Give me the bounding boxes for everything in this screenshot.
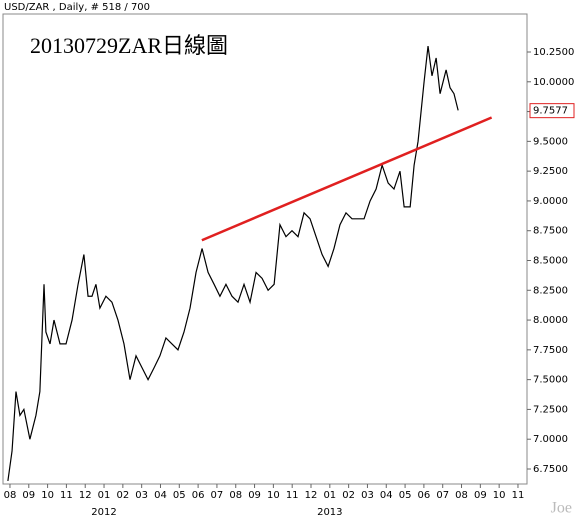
y-tick-label: 8.7500 [533, 226, 568, 237]
y-tick-label: 8.5000 [533, 255, 568, 266]
x-tick-label: 01 [98, 490, 111, 501]
y-tick-label: 7.7500 [533, 345, 568, 356]
trendline [201, 116, 493, 242]
y-tick-label: 9.5000 [533, 136, 568, 147]
x-tick-label: 07 [211, 490, 224, 501]
x-tick-label: 05 [399, 490, 412, 501]
x-tick-label: 04 [154, 490, 167, 501]
y-tick-label: 9.0000 [533, 196, 568, 207]
x-tick-label: 11 [512, 490, 525, 501]
x-tick-label: 12 [305, 490, 318, 501]
y-tick-label: 7.0000 [533, 434, 568, 445]
y-tick-label: 8.0000 [533, 315, 568, 326]
x-tick-label: 03 [135, 490, 148, 501]
x-tick-label: 09 [22, 490, 35, 501]
x-tick-label: 02 [116, 490, 129, 501]
x-tick-label: 02 [342, 490, 355, 501]
x-tick-label: 09 [474, 490, 487, 501]
x-tick-label: 05 [173, 490, 186, 501]
y-tick-label: 8.2500 [533, 285, 568, 296]
x-tick-label: 06 [418, 490, 431, 501]
x-tick-label: 11 [286, 490, 299, 501]
last-price-box [529, 103, 575, 119]
x-tick-label: 12 [79, 490, 92, 501]
y-tick-label: 10.2500 [533, 47, 574, 58]
x-tick-label: 03 [361, 490, 374, 501]
year-label: 2013 [317, 507, 342, 518]
x-tick-label: 10 [267, 490, 280, 501]
x-tick-label: 09 [248, 490, 261, 501]
x-tick-label: 08 [4, 490, 17, 501]
x-tick-label: 07 [436, 490, 449, 501]
y-tick-label: 7.2500 [533, 404, 568, 415]
x-tick-label: 10 [493, 490, 506, 501]
chart-header: USD/ZAR , Daily, # 518 / 700 [4, 2, 150, 13]
x-tick-label: 04 [380, 490, 393, 501]
x-tick-label: 06 [192, 490, 205, 501]
y-tick-label: 6.7500 [533, 464, 568, 475]
last-price-label: 9.7577 [533, 106, 568, 117]
x-tick-label: 10 [41, 490, 54, 501]
price-line [7, 45, 459, 481]
watermark: Joe [551, 500, 572, 517]
year-label: 2012 [91, 507, 116, 518]
x-tick-label: 01 [323, 490, 336, 501]
plot-frame [2, 13, 528, 485]
y-tick-label: 10.0000 [533, 77, 574, 88]
y-tick-label: 7.5000 [533, 375, 568, 386]
x-tick-label: 08 [229, 490, 242, 501]
y-tick-label: 9.2500 [533, 166, 568, 177]
x-tick-label: 11 [60, 490, 73, 501]
chart-title: 20130729ZAR日線圖 [30, 33, 228, 58]
x-tick-label: 08 [455, 490, 468, 501]
